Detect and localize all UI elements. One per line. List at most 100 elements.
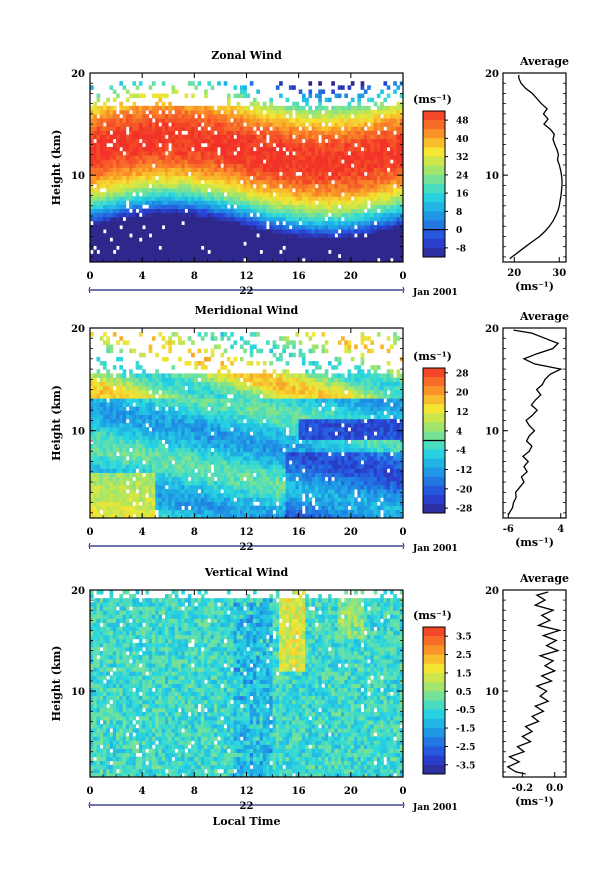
heatmap-cell xyxy=(383,241,387,246)
heatmap-cell xyxy=(243,139,247,144)
heatmap-cell xyxy=(260,200,264,205)
heatmap-cell xyxy=(374,126,378,131)
heatmap-cell xyxy=(230,241,234,246)
heatmap-cell xyxy=(220,241,224,246)
heatmap-cell xyxy=(100,139,104,144)
heatmap-cell xyxy=(129,254,133,259)
heatmap-cell xyxy=(377,168,381,173)
heatmap-cell xyxy=(116,159,120,164)
heatmap-cell xyxy=(286,126,290,131)
heatmap-cell xyxy=(253,110,257,115)
heatmap-cell xyxy=(145,184,149,189)
heatmap-cell xyxy=(181,229,185,234)
heatmap-cell xyxy=(302,196,306,201)
heatmap-cell xyxy=(100,373,104,378)
panel-meridional-wind: Meridional WindHeight (km)0 4 8 12 16 20 02010… xyxy=(50,304,569,554)
heatmap-cell xyxy=(93,204,97,209)
heatmap-cell xyxy=(198,229,202,234)
heatmap-cell xyxy=(279,229,283,234)
heatmap-cell xyxy=(97,419,101,424)
heatmap-cell xyxy=(168,131,172,136)
heatmap-cell xyxy=(162,435,166,440)
heatmap-cell xyxy=(113,204,117,209)
heatmap-cell xyxy=(178,506,182,511)
heatmap-cell xyxy=(103,473,107,478)
heatmap-cell xyxy=(341,163,345,168)
heatmap-cell xyxy=(233,172,237,177)
heatmap-cell xyxy=(198,419,202,424)
heatmap-cell xyxy=(260,204,264,209)
heatmap-cell xyxy=(220,237,224,242)
heatmap-cell xyxy=(145,444,149,449)
heatmap-cell xyxy=(110,200,114,205)
heatmap-cell xyxy=(149,221,153,226)
heatmap-cell xyxy=(162,448,166,453)
heatmap-cell xyxy=(149,122,153,127)
heatmap-cell xyxy=(393,81,397,86)
heatmap-cell xyxy=(119,448,123,453)
heatmap-cell xyxy=(348,192,352,197)
heatmap-cell xyxy=(155,468,159,473)
heatmap-cell xyxy=(328,196,332,201)
heatmap-cell xyxy=(162,501,166,506)
heatmap-cell xyxy=(328,209,332,214)
heatmap-cell xyxy=(194,184,198,189)
heatmap-cell xyxy=(279,176,283,181)
heatmap-cell xyxy=(256,221,260,226)
heatmap-cell xyxy=(227,217,231,222)
heatmap-cell xyxy=(374,233,378,238)
heatmap-cell xyxy=(145,460,149,465)
heatmap-cell xyxy=(191,485,195,490)
heatmap-cell xyxy=(207,81,211,86)
heatmap-cell xyxy=(97,147,101,152)
heatmap-cell xyxy=(185,246,189,251)
heatmap-cell xyxy=(132,423,136,428)
heatmap-cell xyxy=(100,336,104,341)
heatmap-cell xyxy=(312,172,316,177)
heatmap-cell xyxy=(198,373,202,378)
heatmap-cell xyxy=(237,200,241,205)
heatmap-cell xyxy=(185,106,189,111)
heatmap-cell xyxy=(116,233,120,238)
heatmap-cell xyxy=(100,431,104,436)
heatmap-cell xyxy=(276,217,280,222)
heatmap-cell xyxy=(247,155,251,160)
heatmap-cell xyxy=(357,94,361,99)
heatmap-cell xyxy=(194,398,198,403)
heatmap-cell xyxy=(165,254,169,259)
heatmap-cell xyxy=(396,114,400,119)
heatmap-cell xyxy=(188,382,192,387)
heatmap-cell xyxy=(175,489,179,494)
heatmap-cell xyxy=(308,204,312,209)
heatmap-cell xyxy=(149,110,153,115)
heatmap-cell xyxy=(377,254,381,259)
heatmap-cell xyxy=(207,159,211,164)
heatmap-cell xyxy=(175,427,179,432)
heatmap-cell xyxy=(233,213,237,218)
heatmap-cell xyxy=(93,241,97,246)
heatmap-cell xyxy=(279,135,283,140)
heatmap-cell xyxy=(191,481,195,486)
heatmap-cell xyxy=(165,448,169,453)
heatmap-cell xyxy=(162,493,166,498)
heatmap-cell xyxy=(142,106,146,111)
heatmap-cell xyxy=(351,159,355,164)
heatmap-cell xyxy=(338,168,342,173)
heatmap-cell xyxy=(129,118,133,123)
heatmap-cell xyxy=(292,184,296,189)
heatmap-cell xyxy=(335,217,339,222)
heatmap-cell xyxy=(145,151,149,156)
heatmap-cell xyxy=(269,143,273,148)
heatmap-cell xyxy=(289,168,293,173)
heatmap-cell xyxy=(286,176,290,181)
heatmap-cell xyxy=(136,435,140,440)
heatmap-cell xyxy=(123,386,127,391)
heatmap-cell xyxy=(93,102,97,107)
heatmap-cell xyxy=(97,204,101,209)
heatmap-cell xyxy=(390,217,394,222)
heatmap-cell xyxy=(165,204,169,209)
heatmap-cell xyxy=(282,250,286,255)
heatmap-cell xyxy=(129,369,133,374)
heatmap-cell xyxy=(93,110,97,115)
heatmap-cell xyxy=(380,102,384,107)
